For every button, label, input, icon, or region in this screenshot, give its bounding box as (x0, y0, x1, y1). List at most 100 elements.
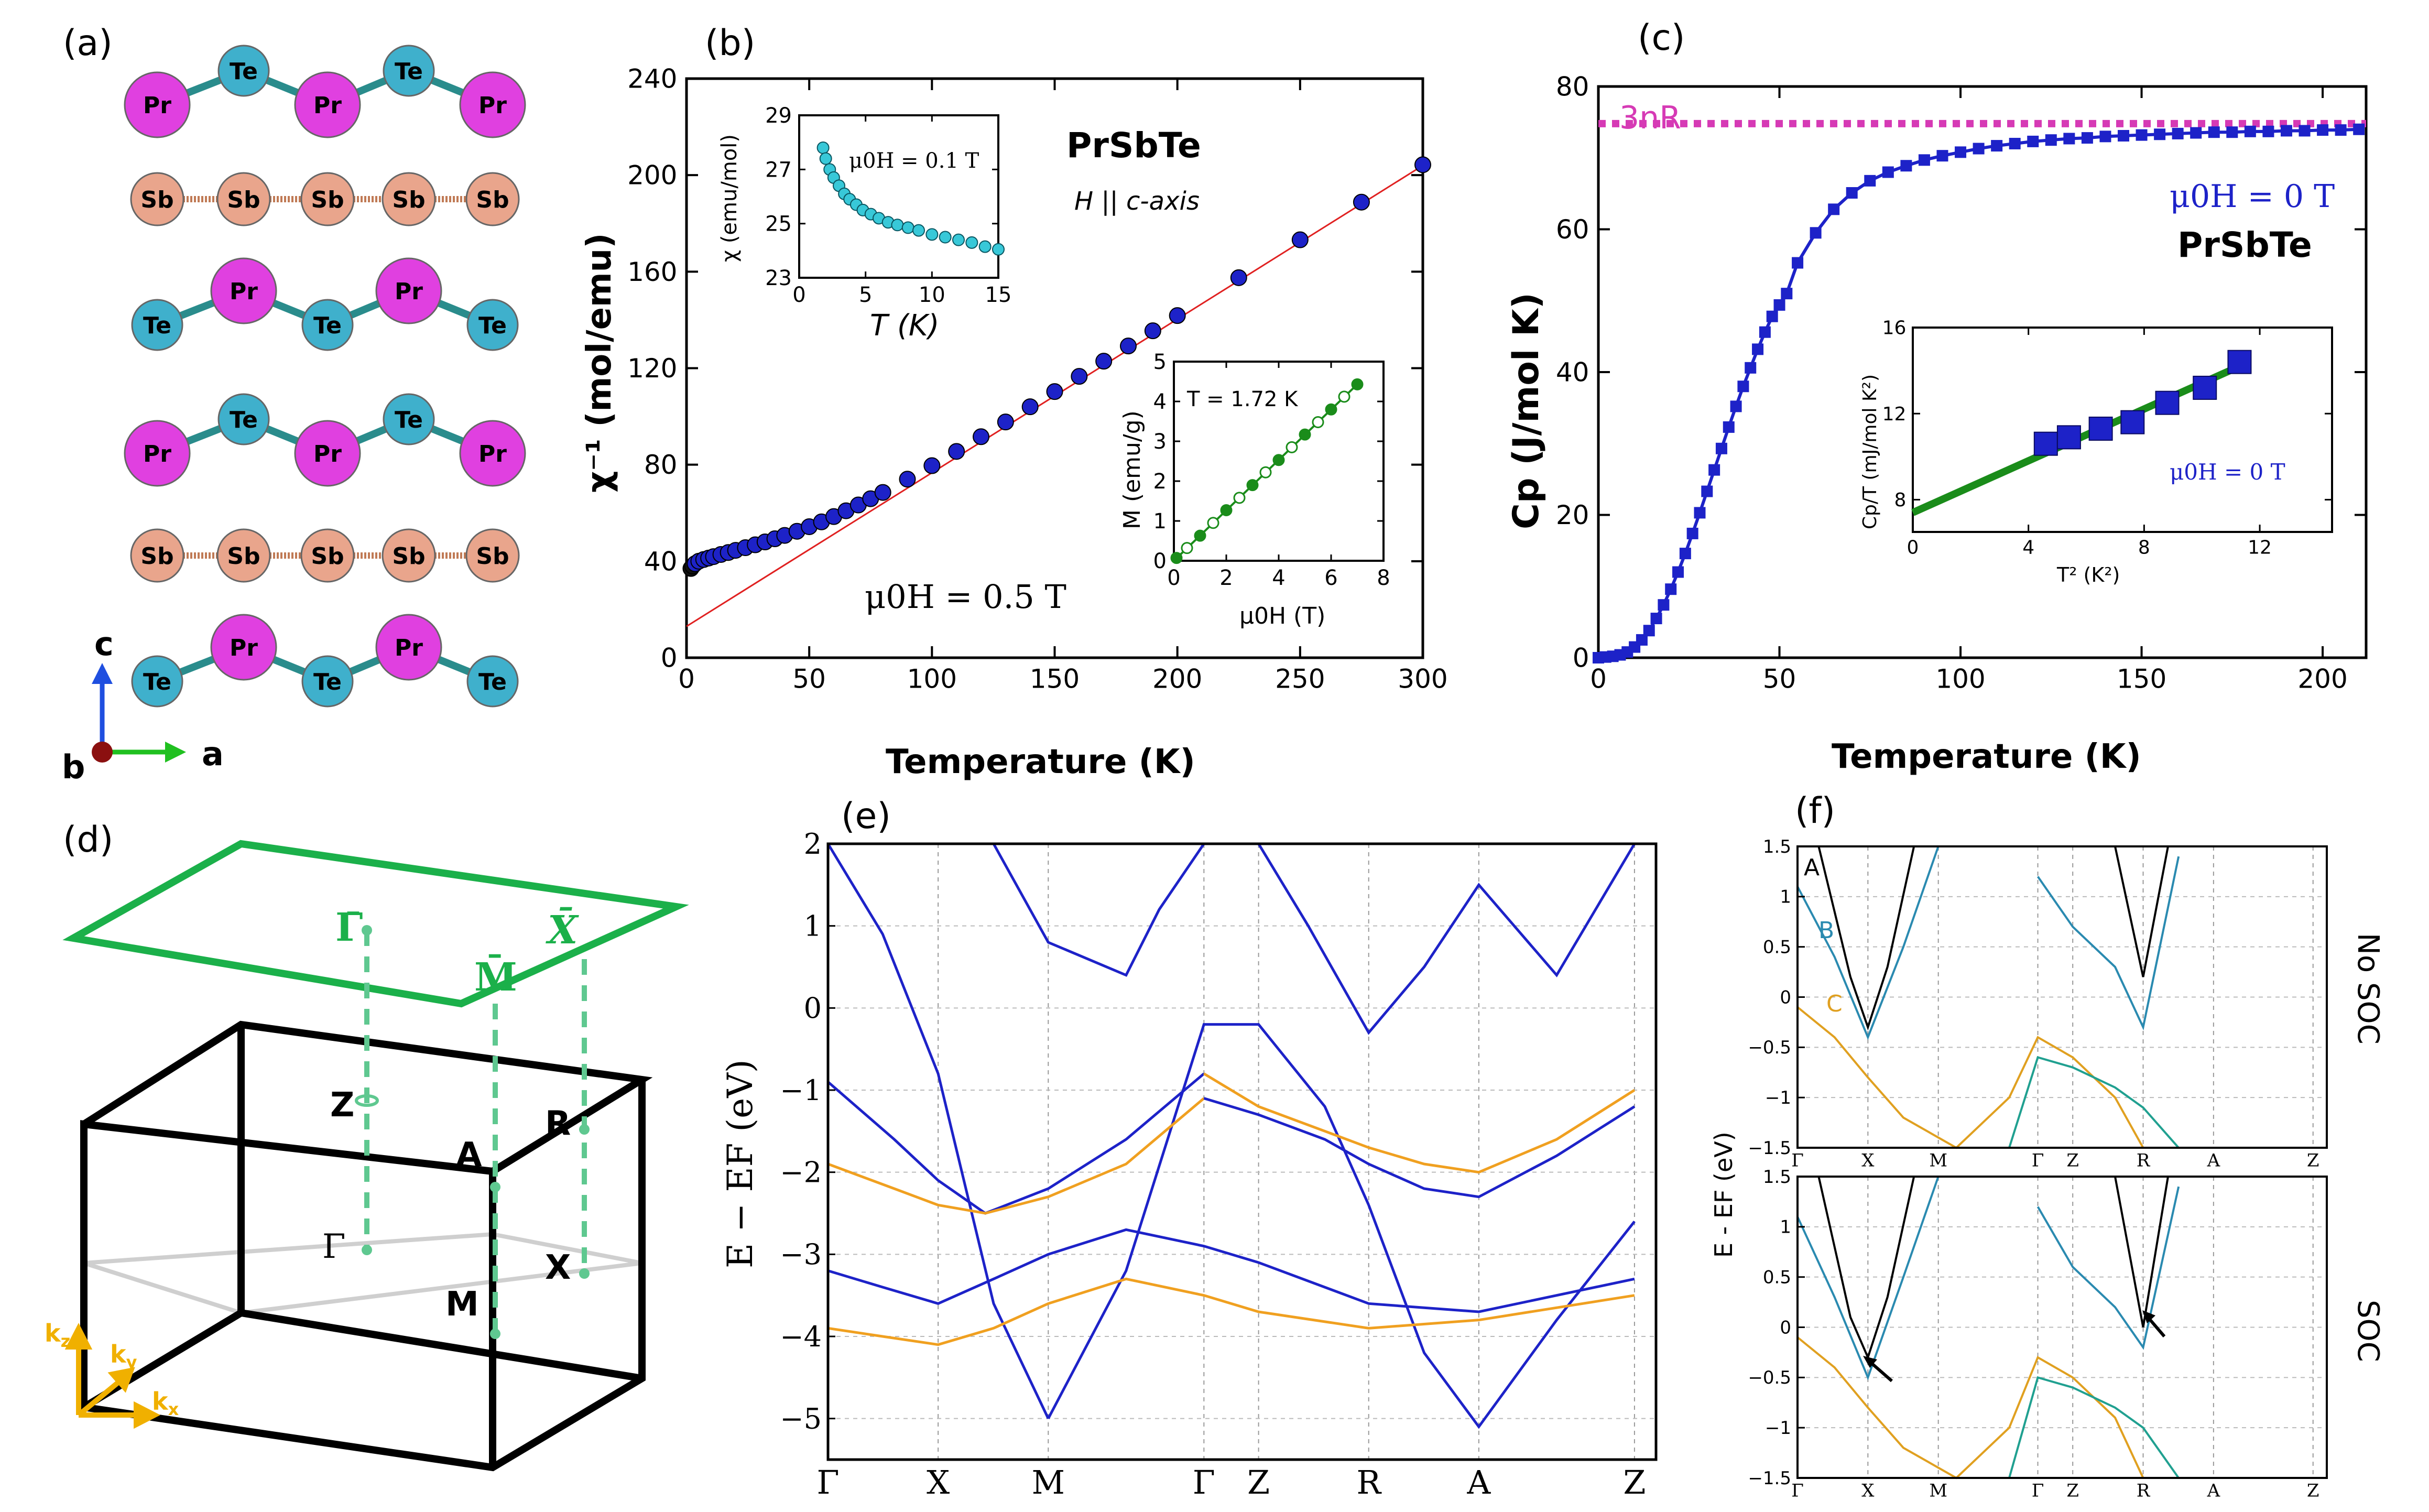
data-point (2027, 135, 2039, 147)
crystal-structure: Pr Te Pr Te Pr Sb Sb Sb Sb Sb Te Pr Te Pr Te Pr Te Pr Te Pr… (124, 45, 526, 708)
data-point (2099, 130, 2111, 143)
atom-label: Sb (311, 187, 344, 213)
atom-label: Pr (230, 278, 258, 305)
chart-f2-ticks: 1.5 1 0.5 0 −0.5 −1 −1.5 (1748, 1167, 1805, 1489)
atom-te (383, 45, 435, 97)
k-point-label: R (1356, 1463, 1382, 1502)
atom-pr (294, 71, 361, 138)
data-point (1672, 566, 1684, 578)
band-b3 (1367, 1204, 1636, 1429)
atom-sb (465, 172, 520, 226)
brillouin-zone: Γ̄ M̄ X̄ Z A R Γ M X kz ky kx (45, 840, 689, 1472)
chart-e-bands-lines (826, 843, 1636, 1429)
data-point (1991, 140, 2003, 152)
y-tick-label: −1.5 (1748, 1468, 1791, 1489)
k-point-label: M (1032, 1463, 1065, 1502)
y-tick-label: 0 (1153, 549, 1167, 573)
z-point (355, 1094, 379, 1107)
band-D (2008, 1376, 2180, 1479)
x-tick-label: 8 (2138, 537, 2150, 558)
arrow-r-crossing (2147, 1317, 2166, 1337)
arrow-r-crossing-head (2142, 1310, 2155, 1323)
data-point (1230, 269, 1247, 286)
data-point (1828, 203, 1840, 215)
band-label-A: A (1804, 854, 1820, 881)
data-point (925, 228, 939, 241)
data-point (1246, 479, 1259, 492)
data-point (992, 243, 1005, 256)
data-point (1272, 454, 1285, 466)
data-point (1723, 421, 1735, 433)
atom-label: Sb (227, 187, 260, 213)
data-point (1169, 307, 1186, 324)
atom-label: Pr (478, 441, 507, 467)
chart-f1-lines (1796, 846, 2180, 1149)
band-b11 (1257, 843, 1636, 1035)
data-point (1338, 390, 1350, 403)
band-b9 (827, 1277, 1635, 1346)
data-point (997, 414, 1014, 431)
inset-chi-ticks: 0 5 10 15 23 25 27 29 (765, 104, 1011, 307)
k-point-label: Z (1623, 1463, 1646, 1502)
data-point (1351, 378, 1364, 390)
x-tick-label: 0 (1907, 537, 1919, 558)
atom-label: Sb (476, 543, 509, 570)
y-tick-label: 1 (804, 910, 822, 943)
y-tick-label: 160 (627, 257, 677, 287)
data-point (1291, 231, 1309, 248)
a-axis-label: a (202, 735, 224, 773)
y-tick-label: −5 (780, 1402, 822, 1435)
inset-chi-xlabel: T (K) (870, 309, 939, 343)
k-point-label: Γ (1791, 1481, 1804, 1502)
y-tick-label: 20 (1556, 500, 1589, 530)
atom-label: Pr (313, 441, 342, 467)
data-point (952, 233, 965, 246)
surface-bz-plane (62, 840, 689, 1008)
k-point-label: Γ (1791, 1150, 1804, 1171)
y-tick-label: 1 (1153, 509, 1167, 534)
data-point (948, 443, 965, 460)
k-point-label: Z (1247, 1463, 1270, 1502)
band-b8 (827, 1228, 1635, 1313)
inset-c-ticks: 0 4 8 12 8 12 16 (1882, 318, 2332, 558)
atom-te (131, 299, 183, 351)
atom-te (301, 299, 354, 351)
chart-f-soc: Γ X M Γ Z R A Z 1.5 1 0.5 0 −0.5 −1 −1.5 SOC E - EF (… (1709, 1132, 2385, 1501)
y-tick-label: −1.5 (1748, 1138, 1791, 1159)
kz-arrowhead (64, 1323, 93, 1350)
atom-label: Sb (140, 543, 173, 570)
chart-b-field: μ0H = 0.5 T (865, 578, 1066, 616)
atom-pr (124, 420, 191, 487)
y-tick-label: 25 (765, 212, 792, 236)
x-label: X (545, 1248, 571, 1287)
data-point (1679, 548, 1691, 560)
y-tick-label: 1 (1780, 1217, 1791, 1238)
data-point (1882, 166, 1894, 178)
atom-label: Sb (392, 187, 425, 213)
data-point (1220, 504, 1233, 516)
band-B (1796, 846, 1940, 1040)
data-point (1665, 583, 1677, 595)
x-tick-label: 2 (1219, 566, 1233, 590)
atom-label: Sb (476, 187, 509, 213)
data-point (1325, 403, 1337, 416)
x-tick-label: 50 (1763, 664, 1796, 694)
data-point (2155, 390, 2180, 415)
y-tick-label: 1.5 (1763, 836, 1791, 857)
y-tick-label: 4 (1153, 390, 1167, 414)
a-point (490, 1182, 500, 1192)
k-point-label: X (1861, 1481, 1875, 1502)
band-A (1817, 846, 1915, 1031)
band-E (2036, 856, 2180, 1031)
data-point (1120, 338, 1137, 355)
data-point (2172, 127, 2184, 139)
a-label: A (456, 1136, 482, 1174)
atom-label: Pr (478, 92, 507, 119)
atom-te (217, 45, 270, 97)
data-point (1701, 485, 1713, 497)
chart-f2-lines (1796, 1176, 2180, 1480)
data-point (899, 471, 916, 488)
